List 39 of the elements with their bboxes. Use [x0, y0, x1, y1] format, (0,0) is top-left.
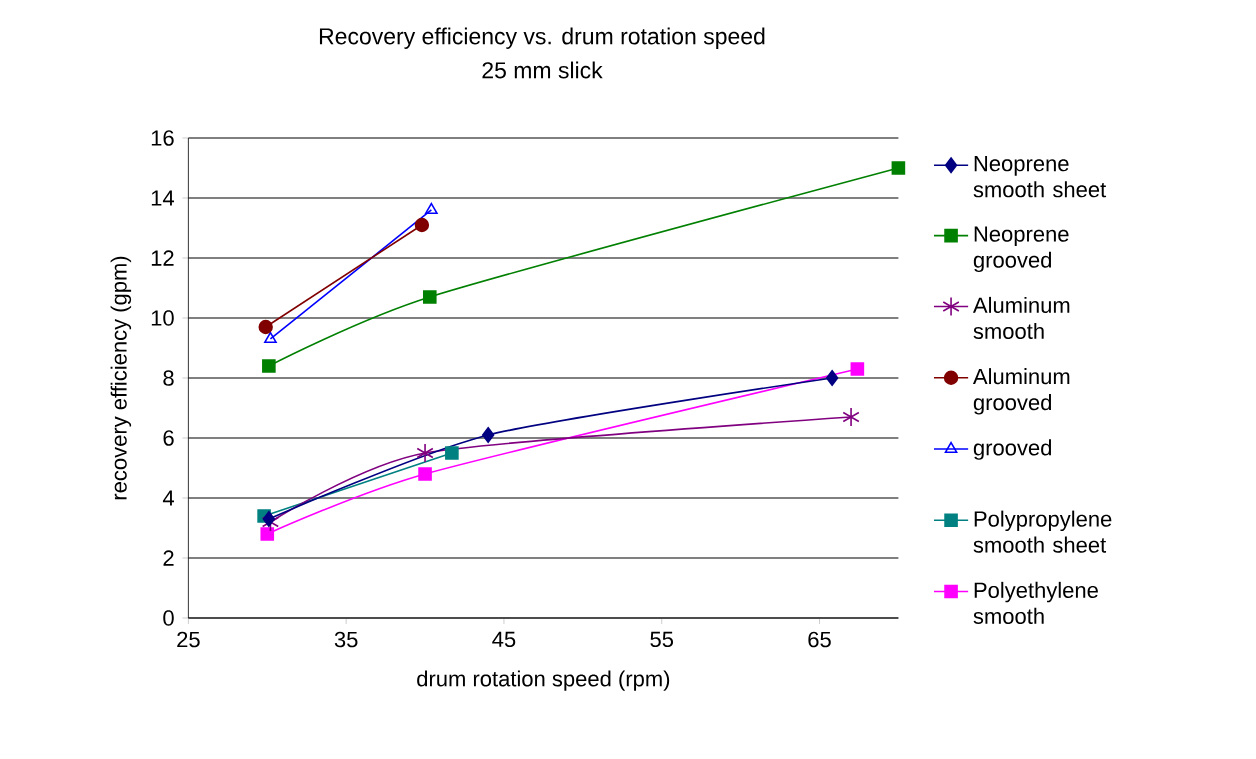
point — [260, 527, 275, 541]
y-tick-label: 4 — [162, 490, 174, 506]
x-tick-label: 25 — [177, 631, 200, 648]
y-axis-title: recovery efficiency (gpm) — [110, 256, 132, 500]
x-axis-title: drum rotation speed (rpm) — [417, 670, 670, 691]
point — [445, 446, 459, 460]
x-tick-label: 65 — [808, 631, 831, 648]
point — [891, 161, 906, 175]
x-tick-label: 45 — [492, 631, 516, 648]
point — [262, 359, 276, 373]
legend-label: grooved — [973, 439, 1052, 460]
point — [842, 407, 860, 427]
point — [414, 217, 430, 233]
point — [850, 362, 865, 376]
legend-label: Polyethylene smooth — [973, 581, 1098, 624]
y-tick-label: 14 — [151, 190, 174, 206]
legend-label: Polypropylene smooth sheet — [973, 510, 1112, 553]
y-tick-label: 10 — [151, 310, 174, 326]
x-tick-label: 55 — [650, 631, 674, 648]
point — [416, 443, 434, 463]
point — [418, 467, 432, 481]
legend-label: Aluminum smooth — [972, 296, 1070, 340]
y-tick-label: 8 — [163, 370, 174, 386]
chart-title: Recovery efficiency vs. drum rotation speed — [319, 27, 765, 49]
point — [825, 369, 839, 386]
point — [262, 511, 276, 527]
y-tick-label: 12 — [151, 250, 174, 266]
legend-label: Aluminum grooved — [972, 368, 1070, 415]
y-tick-label: 0 — [163, 610, 174, 626]
y-tick-label: 6 — [163, 430, 174, 446]
y-tick-label: 16 — [151, 130, 174, 146]
legend-label: Neoprene grooved — [973, 226, 1069, 273]
point — [481, 427, 495, 443]
x-tick-label: 35 — [334, 631, 358, 648]
point — [258, 319, 273, 335]
legend-label: Neoprene smooth sheet — [973, 156, 1107, 198]
point — [422, 290, 437, 304]
y-tick-label: 2 — [163, 550, 174, 566]
chart-subtitle: 25 mm slick — [482, 61, 603, 79]
